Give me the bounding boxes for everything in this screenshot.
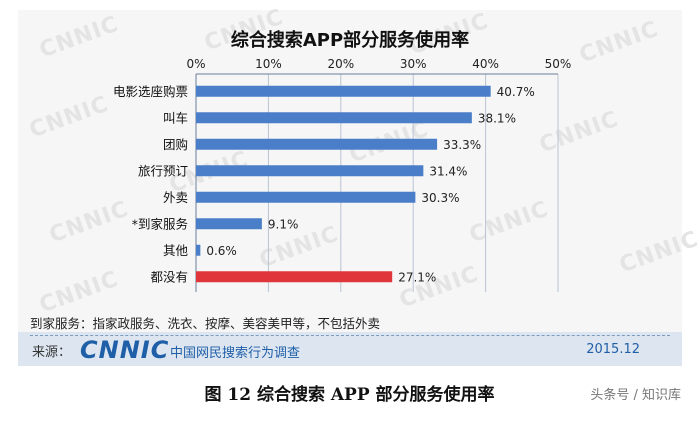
bar: [196, 191, 416, 203]
source-bar: [18, 332, 682, 366]
bar: [196, 138, 438, 150]
data-label: 31.4%: [429, 164, 467, 178]
category-label: 其他: [163, 243, 189, 258]
source-divider: [30, 335, 670, 337]
bar-chart: 0% 10% 20% 30% 40% 50% 电影选座购票 40.7% 叫车 38.1% 团购 33.…: [113, 57, 572, 292]
x-tick-label: 20%: [327, 57, 354, 71]
credit-text: 头条号 / 知识库: [590, 388, 681, 403]
report-date: 2015.12: [586, 342, 640, 357]
figure-caption: 图 12 综合搜索 APP 部分服务使用率: [204, 385, 495, 405]
footnote: 到家服务：指家政服务、洗衣、按摩、美容美甲等，不包括外卖: [30, 316, 381, 331]
survey-name: 中国网民搜索行为调查: [170, 346, 301, 361]
bar: [196, 244, 201, 256]
category-label: 团购: [163, 137, 188, 152]
cnnic-logo: CNNIC: [80, 336, 170, 364]
x-tick-label: 10%: [255, 57, 282, 71]
data-label: 0.6%: [206, 244, 237, 258]
bar: [196, 271, 393, 283]
source-label: 来源：: [32, 345, 72, 360]
x-tick-label: 40%: [472, 57, 499, 71]
bar: [196, 165, 424, 177]
data-label: 27.1%: [398, 270, 436, 284]
data-label: 9.1%: [268, 217, 299, 231]
data-label: 33.3%: [443, 138, 481, 152]
x-tick-label: 30%: [400, 57, 427, 71]
data-label: 38.1%: [478, 111, 516, 125]
data-label: 30.3%: [421, 191, 459, 205]
x-tick-label: 50%: [545, 57, 572, 71]
category-label: 叫车: [163, 110, 188, 125]
x-tick-label: 0%: [186, 57, 205, 71]
category-label: 都没有: [150, 269, 188, 284]
category-label: 旅行预订: [138, 163, 188, 178]
category-label: *到家服务: [132, 216, 188, 231]
bar: [196, 85, 491, 97]
chart-panel: CNNIC CNNIC CNNIC CNNIC CNNIC CNNIC CNNIC CNNIC…: [18, 5, 699, 366]
bar: [196, 112, 472, 124]
chart-title: 综合搜索APP部分服务使用率: [230, 30, 470, 51]
data-label: 40.7%: [497, 85, 535, 99]
category-label: 电影选座购票: [113, 84, 188, 99]
bar: [196, 218, 262, 230]
category-label: 外卖: [163, 190, 188, 205]
